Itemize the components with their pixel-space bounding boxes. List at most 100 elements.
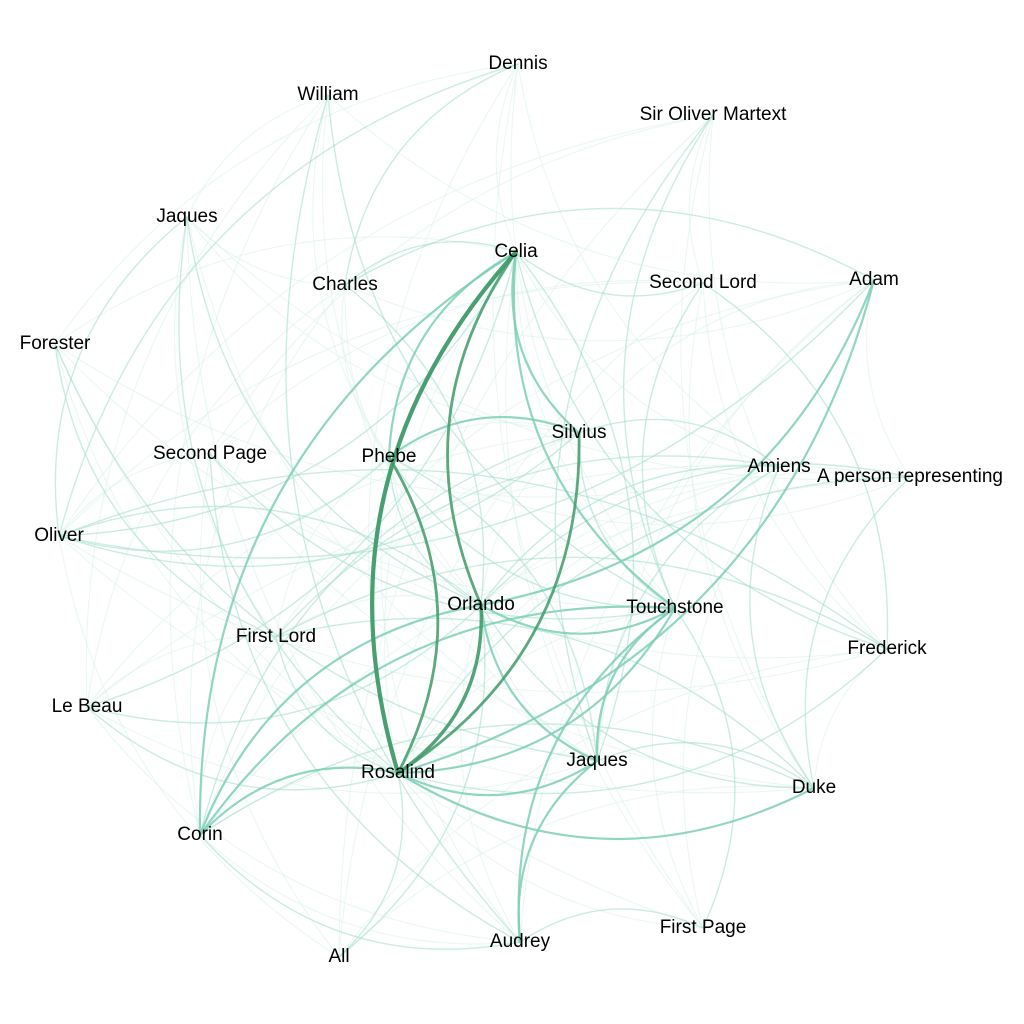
node-label-silvius: Silvius <box>552 422 607 443</box>
edge-frederick-second_lord <box>702 282 889 650</box>
background-edge <box>189 284 346 836</box>
edge-touchstone-corin <box>198 605 677 837</box>
edge-jaques_lord-rosalind <box>178 216 399 774</box>
edge-celia-corin <box>198 250 518 837</box>
edge-le_beau-celia <box>86 251 517 708</box>
background-edge <box>708 114 888 650</box>
background-edge <box>327 94 875 284</box>
edge-le_beau-orlando <box>86 604 482 724</box>
background-edge <box>209 114 714 455</box>
node-label-frederick: Frederick <box>847 638 927 659</box>
background-edge <box>54 343 676 609</box>
background-edge <box>86 464 911 708</box>
edge-rosalind-frederick <box>397 648 888 795</box>
edge-le_beau-rosalind <box>86 706 399 791</box>
background-edge <box>688 114 714 284</box>
background-edge <box>492 63 704 929</box>
edge-duke-first_lord <box>275 617 815 789</box>
node-label-first-page: First Page <box>660 917 747 938</box>
edge-dennis-charles <box>344 63 519 286</box>
background-edge <box>388 421 580 458</box>
edge-rosalind-jaques <box>396 759 599 797</box>
edge-celia-second_lord <box>515 251 704 297</box>
node-label-second-page: Second Page <box>153 443 267 464</box>
background-edge <box>58 535 340 958</box>
background-edge <box>199 834 521 945</box>
edge-first_page-audrey <box>519 908 704 943</box>
background-edge <box>495 63 519 253</box>
edge-rosalind-phebe <box>387 455 440 775</box>
background-edge <box>344 284 482 606</box>
node-label-charles: Charles <box>312 274 377 295</box>
edge-first_lord-rosalind <box>275 636 399 774</box>
edge-orlando-adam <box>479 278 876 607</box>
edge-oliver-adam <box>58 279 875 559</box>
edge-duke-corin <box>199 723 815 836</box>
edge-second_page-touchstone <box>209 453 676 620</box>
edge-celia-charles <box>344 241 517 286</box>
background-edge <box>578 279 875 434</box>
node-label-adam: Adam <box>849 269 899 290</box>
background-edge <box>321 94 482 606</box>
background-edge <box>275 456 390 638</box>
background-edge <box>397 466 780 774</box>
background-edge <box>86 706 598 794</box>
edge-sir_oliver-touchstone <box>623 114 714 609</box>
node-label-hymen: A person representing <box>817 466 1003 487</box>
background-edge <box>86 635 277 708</box>
edge-orlando-jaques <box>479 603 599 763</box>
background-edge <box>58 535 815 794</box>
node-label-jaques: Jaques <box>566 750 627 771</box>
background-edge <box>186 216 911 481</box>
background-edge <box>86 706 521 943</box>
edge-orlando-corin <box>198 603 483 837</box>
edge-sir_oliver-jaques <box>554 114 714 762</box>
edge-second_page-audrey <box>209 453 521 943</box>
edge-forester-first_lord <box>54 343 277 638</box>
edge-amiens-first_lord <box>275 455 780 638</box>
edge-celia-frederick <box>515 251 888 650</box>
background-edge <box>480 432 580 606</box>
edge-rosalind-adam <box>396 278 876 775</box>
node-label-le-beau: Le Beau <box>52 696 123 717</box>
edge-oliver-celia <box>58 251 517 537</box>
edge-amiens-silvius <box>578 418 780 468</box>
background-edge <box>380 456 521 943</box>
edge-rosalind-silvius <box>396 431 581 775</box>
background-edge <box>480 604 598 762</box>
edge-adam-charles <box>344 207 875 286</box>
edge-hymen-duke <box>804 476 911 789</box>
edge-amiens-duke <box>749 466 815 789</box>
node-label-all: All <box>328 946 349 967</box>
background-edge <box>58 114 714 537</box>
background-edge <box>199 476 911 836</box>
edge-oliver-phebe <box>58 456 390 552</box>
edge-celia-silvius <box>511 250 581 435</box>
edge-celia-orlando <box>446 250 518 607</box>
node-label-rosalind: Rosalind <box>361 762 435 783</box>
background-edge <box>275 595 482 638</box>
node-label-sir-oliver: Sir Oliver Martext <box>640 104 787 125</box>
background-edge <box>515 251 676 609</box>
edge-jaques-audrey <box>517 759 599 944</box>
background-edge <box>397 772 704 929</box>
edges-layer <box>54 63 911 958</box>
edge-celia-rosalind <box>370 249 519 776</box>
edge-amiens-orlando <box>480 465 780 606</box>
background-edge <box>85 94 329 708</box>
node-label-orlando: Orlando <box>447 594 515 615</box>
edge-celia-touchstone <box>512 250 677 610</box>
edge-william-audrey <box>285 94 521 943</box>
edge-frederick-first_lord <box>275 556 888 650</box>
background-edge <box>186 94 329 218</box>
node-label-first-lord: First Lord <box>236 626 316 647</box>
background-edge <box>312 94 390 458</box>
background-edge <box>702 282 888 650</box>
edge-touchstone-jaques <box>595 606 677 763</box>
edge-duke-jaques <box>596 741 815 789</box>
edge-jaques-celia <box>515 251 635 762</box>
edge-silvius-phebe <box>387 415 581 459</box>
edge-frederick-oliver <box>58 469 888 650</box>
